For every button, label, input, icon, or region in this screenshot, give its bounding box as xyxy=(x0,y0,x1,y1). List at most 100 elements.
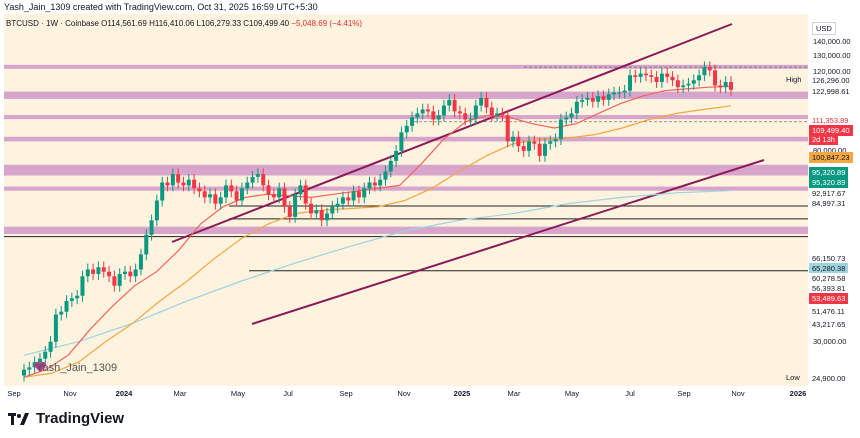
channel-lower-line xyxy=(251,159,765,325)
price-label-cnt[interactable]: 2d 13h xyxy=(809,134,838,145)
support-band xyxy=(4,164,808,176)
price-label-l65[interactable]: 65,280.38 xyxy=(809,263,849,274)
candle-body xyxy=(229,185,234,192)
chart-area[interactable] xyxy=(4,14,808,399)
candle-body xyxy=(144,234,149,255)
price-label-l122[interactable]: 122,998.61 xyxy=(809,86,853,97)
price-label-l111[interactable]: 111,353.89 xyxy=(809,115,852,126)
candle-body xyxy=(208,194,213,198)
price-chart[interactable] xyxy=(4,14,808,399)
candle-body xyxy=(202,191,207,198)
price-label-tag: Low xyxy=(786,373,800,382)
candle-body xyxy=(691,80,696,84)
candle-body xyxy=(165,182,170,186)
candle-body xyxy=(394,150,399,161)
time-tick: May xyxy=(564,389,580,398)
footer: TradingView xyxy=(8,410,124,427)
candle-body xyxy=(346,197,351,201)
candle-body xyxy=(117,273,122,286)
candle-body xyxy=(479,97,484,106)
time-tick: 2026 xyxy=(789,389,807,398)
symbol-name[interactable]: BTCUSD · 1W · Coinbase xyxy=(6,19,99,28)
time-tick: May xyxy=(230,389,246,398)
candle-body xyxy=(558,119,563,140)
candle-body xyxy=(43,351,48,359)
candle-body xyxy=(707,67,712,71)
support-band xyxy=(4,64,808,69)
candle-body xyxy=(367,182,372,189)
candle-body xyxy=(463,113,468,120)
price-label-cur[interactable]: 109,499.40 xyxy=(809,125,853,136)
price-tick: 140,000.00 xyxy=(813,37,851,46)
candle-body xyxy=(468,118,473,120)
candle-body xyxy=(441,105,446,116)
candle-body xyxy=(170,174,175,186)
price-label-l84[interactable]: 84,997.31 xyxy=(809,198,849,209)
candle-body xyxy=(298,185,303,195)
candle-body xyxy=(186,179,191,186)
support-band xyxy=(4,115,808,120)
price-label-l66[interactable]: 66,150.73 xyxy=(809,253,849,264)
candle-body xyxy=(75,295,80,299)
time-tick: 2025 xyxy=(453,389,471,398)
candle-body xyxy=(404,125,409,133)
candle-body xyxy=(154,200,159,221)
candle-body xyxy=(340,197,345,204)
price-label-l56[interactable]: 56,393.81 xyxy=(809,283,849,294)
price-label-l60[interactable]: 60,278.58 xyxy=(809,273,849,284)
price-label-l95b[interactable]: 95,320.89 xyxy=(809,177,849,188)
candle-body xyxy=(617,92,622,94)
price-label-l92[interactable]: 92,917.67 xyxy=(809,188,849,199)
price-tick: 120,000.00 xyxy=(813,66,851,76)
ema-21-line xyxy=(23,85,732,378)
price-label-l53[interactable]: 53,489.63 xyxy=(809,293,849,304)
time-axis[interactable] xyxy=(4,386,808,399)
candle-body xyxy=(27,367,32,370)
candle-body xyxy=(601,96,606,100)
candle-body xyxy=(213,194,218,204)
time-tick: Mar xyxy=(507,389,521,398)
candle-body xyxy=(314,210,319,214)
candle-body xyxy=(511,136,516,142)
candle-body xyxy=(149,220,154,235)
price-tick: 80,000.00 xyxy=(813,145,847,155)
candle-body xyxy=(516,136,521,147)
support-band xyxy=(4,136,808,142)
candle-body xyxy=(378,179,383,186)
candle-body xyxy=(548,141,553,144)
candle-body xyxy=(239,188,244,201)
candle-body xyxy=(542,143,547,156)
candle-body xyxy=(569,113,574,118)
candle-body xyxy=(649,75,654,77)
price-label-low[interactable]: 24,900.00 xyxy=(809,373,849,384)
candle-body xyxy=(532,141,537,144)
price-label-l100[interactable]: 100,847.23 xyxy=(809,152,853,163)
candle-body xyxy=(224,185,228,198)
price-label-l43[interactable]: 43,217.65 xyxy=(809,319,849,330)
candle-body xyxy=(484,97,489,108)
candle-body xyxy=(351,191,356,201)
ohlc-open: O114,561.69 xyxy=(101,19,147,28)
tradingview-logo-icon xyxy=(8,412,29,425)
currency-label[interactable]: USD xyxy=(812,22,836,35)
candle-body xyxy=(420,109,425,114)
price-label-l51[interactable]: 51,476.11 xyxy=(809,306,848,317)
candle-body xyxy=(580,99,585,102)
candle-body xyxy=(261,174,266,186)
candle-body xyxy=(85,269,90,277)
candle-body xyxy=(729,81,733,90)
price-label-high[interactable]: 126,296.00 xyxy=(809,75,853,86)
candle-body xyxy=(69,298,74,301)
candle-body xyxy=(388,160,393,172)
heart-icon xyxy=(34,361,46,372)
candle-body xyxy=(112,276,117,286)
price-label-l95a[interactable]: 95,320.89 xyxy=(809,167,849,178)
candle-body xyxy=(293,194,298,217)
price-tick: 30,000.00 xyxy=(813,336,847,346)
candle-body xyxy=(628,75,632,91)
time-tick: Mar xyxy=(173,389,187,398)
ema-50-line xyxy=(23,105,732,378)
candle-body xyxy=(372,182,377,186)
candle-body xyxy=(255,174,260,177)
candle-body xyxy=(245,182,250,189)
